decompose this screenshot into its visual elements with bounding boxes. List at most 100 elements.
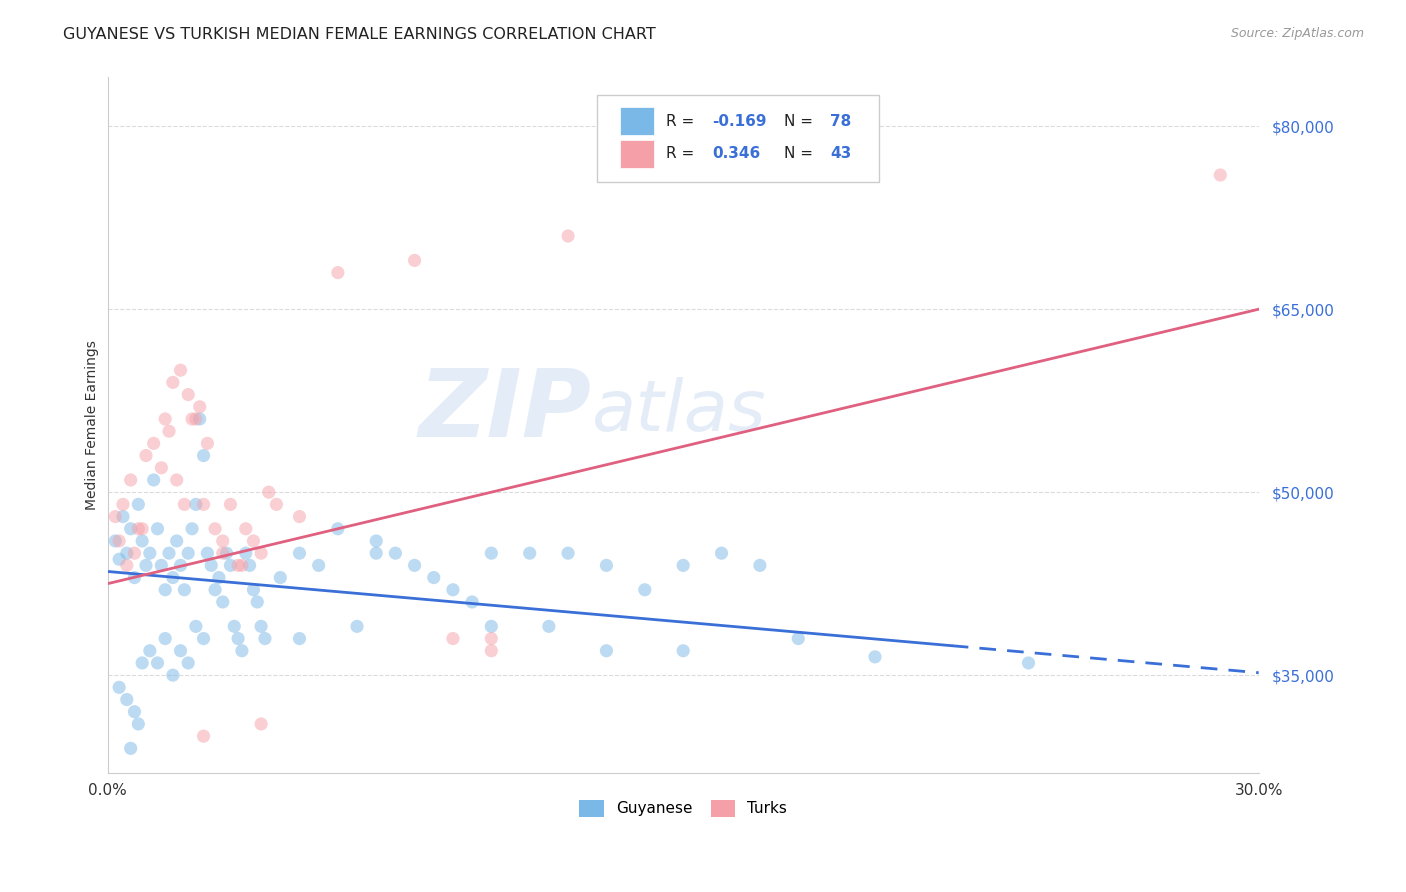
Point [366, 533, 388, 548]
Point [127, 522, 149, 536]
Point [269, 570, 291, 584]
Point [177, 656, 200, 670]
Point [308, 558, 330, 573]
Point [441, 582, 464, 597]
Point [139, 644, 162, 658]
Point [193, 497, 215, 511]
FancyBboxPatch shape [596, 95, 879, 182]
Text: 78: 78 [831, 114, 852, 128]
Point [1209, 168, 1232, 182]
Point [124, 705, 146, 719]
Text: N =: N = [785, 146, 818, 161]
Point [184, 619, 207, 633]
Point [672, 644, 695, 658]
Point [288, 632, 311, 646]
Point [226, 632, 249, 646]
Point [153, 582, 176, 597]
Point [111, 497, 134, 511]
Point [250, 717, 273, 731]
Point [250, 619, 273, 633]
Point [219, 558, 242, 573]
Point [115, 546, 138, 560]
Point [115, 558, 138, 573]
Point [242, 582, 264, 597]
Point [157, 424, 180, 438]
Point [634, 582, 657, 597]
Point [197, 546, 219, 560]
Point [326, 266, 349, 280]
Point [441, 632, 464, 646]
Y-axis label: Median Female Earnings: Median Female Earnings [86, 340, 100, 510]
Point [863, 649, 886, 664]
Point [153, 412, 176, 426]
Point [108, 552, 131, 566]
Point [461, 595, 484, 609]
Point [326, 522, 349, 536]
Point [181, 522, 204, 536]
Point [111, 509, 134, 524]
Point [384, 546, 406, 560]
Point [139, 546, 162, 560]
Point [193, 729, 215, 743]
Point [479, 546, 502, 560]
Point [250, 546, 273, 560]
Point [211, 595, 233, 609]
Point [224, 619, 246, 633]
Point [423, 570, 446, 584]
FancyBboxPatch shape [620, 107, 654, 136]
Text: GUYANESE VS TURKISH MEDIAN FEMALE EARNINGS CORRELATION CHART: GUYANESE VS TURKISH MEDIAN FEMALE EARNIN… [63, 27, 657, 42]
Point [131, 656, 153, 670]
Point [169, 644, 191, 658]
Point [162, 668, 184, 682]
Point [557, 229, 579, 244]
Point [135, 449, 157, 463]
Point [404, 253, 426, 268]
Point [135, 558, 157, 573]
Point [748, 558, 770, 573]
Point [197, 436, 219, 450]
Point [404, 558, 426, 573]
Point [288, 509, 311, 524]
Point [246, 595, 269, 609]
Point [127, 717, 149, 731]
Point [266, 497, 288, 511]
Point [595, 644, 617, 658]
Point [215, 546, 238, 560]
Text: Source: ZipAtlas.com: Source: ZipAtlas.com [1230, 27, 1364, 40]
Point [177, 546, 200, 560]
Point [366, 546, 388, 560]
Point [104, 533, 127, 548]
FancyBboxPatch shape [620, 140, 654, 168]
Point [208, 570, 231, 584]
Point [146, 656, 169, 670]
Text: N =: N = [785, 114, 818, 128]
Point [157, 546, 180, 560]
Point [346, 619, 368, 633]
Point [173, 582, 195, 597]
Point [193, 449, 215, 463]
Text: R =: R = [666, 146, 699, 161]
Legend: Guyanese, Turks: Guyanese, Turks [571, 792, 794, 824]
Point [104, 509, 127, 524]
Point [184, 412, 207, 426]
Point [188, 412, 211, 426]
Text: ZIP: ZIP [418, 365, 591, 458]
Point [193, 632, 215, 646]
Point [787, 632, 810, 646]
Point [162, 376, 184, 390]
Point [150, 460, 173, 475]
Point [166, 533, 188, 548]
Point [226, 558, 249, 573]
Point [146, 522, 169, 536]
Point [120, 522, 142, 536]
Point [204, 522, 226, 536]
Point [204, 582, 226, 597]
Point [672, 558, 695, 573]
Point [115, 692, 138, 706]
Point [131, 533, 153, 548]
Point [153, 632, 176, 646]
Point [150, 558, 173, 573]
Point [479, 619, 502, 633]
Point [1017, 656, 1039, 670]
Point [173, 497, 195, 511]
